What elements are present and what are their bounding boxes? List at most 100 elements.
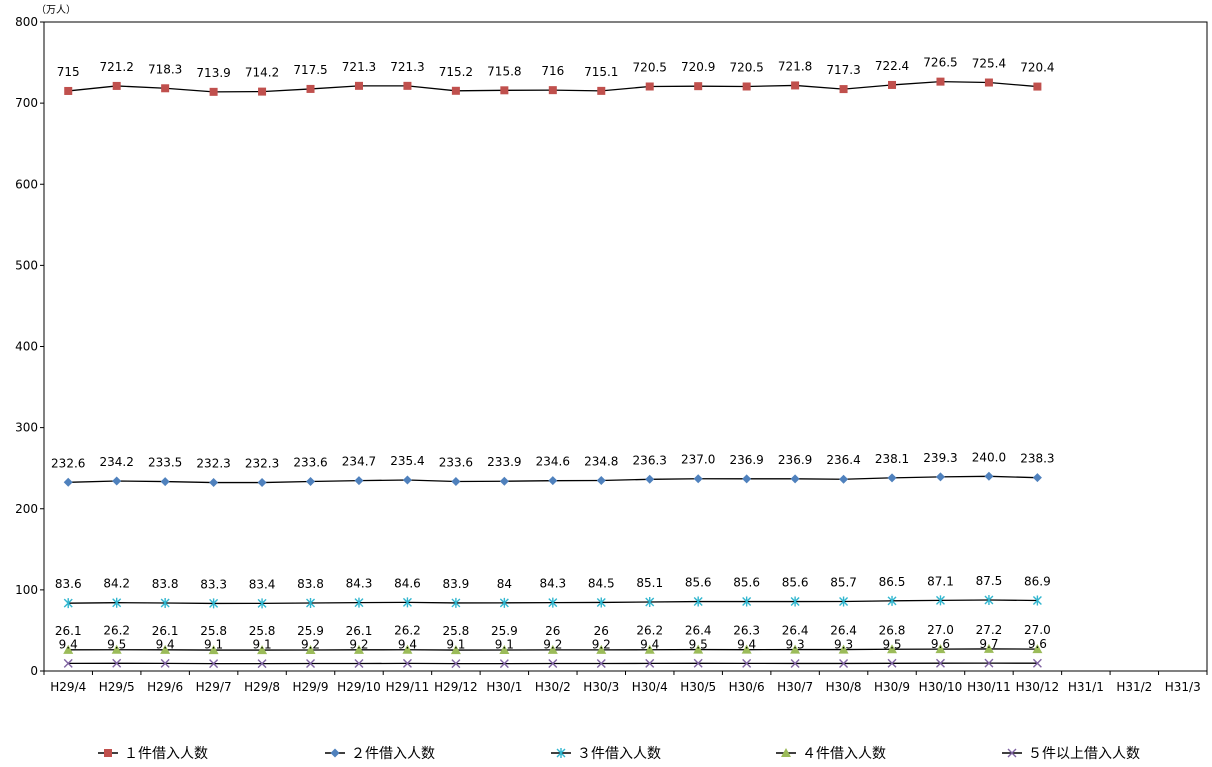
data-point-4: [353, 644, 364, 654]
data-point-5: [63, 658, 73, 668]
data-point-4: [208, 645, 219, 655]
data-label-2: 238.3: [1020, 452, 1054, 466]
data-point-4: [547, 644, 558, 654]
legend-marker-4: [781, 748, 791, 757]
y-tick-label: 100: [15, 583, 38, 597]
data-label-2: 237.0: [681, 453, 715, 467]
data-point-2: [935, 472, 945, 482]
data-point-3: [160, 598, 170, 609]
data-point-5: [402, 658, 412, 668]
y-tick-labels: 0 100 200 300 400 500 600 700 800: [15, 15, 38, 678]
data-point-4: [111, 644, 122, 654]
data-label-3: 84.6: [394, 576, 421, 590]
data-label-5: 9.5: [882, 637, 901, 651]
data-point-1: [645, 82, 654, 91]
data-label-1: 713.9: [196, 66, 230, 80]
data-point-1: [112, 81, 121, 90]
data-point-3: [1032, 595, 1042, 606]
data-label-5: 9.2: [301, 638, 320, 652]
data-point-3: [306, 598, 316, 609]
x-tick-label: H29/12: [434, 680, 478, 694]
x-tick-label: H31/3: [1165, 680, 1201, 694]
data-point-3: [645, 596, 655, 607]
y-tick-label: 700: [15, 96, 38, 110]
data-label-2: 233.6: [293, 455, 327, 469]
data-label-2: 239.3: [923, 451, 957, 465]
data-point-2: [839, 474, 849, 484]
data-label-5: 9.7: [979, 637, 998, 651]
data-label-2: 236.4: [826, 453, 860, 467]
data-label-1: 720.9: [681, 60, 715, 74]
legend-label-1: １件借入人数: [124, 746, 208, 762]
x-tick-labels: H29/4 H29/5 H29/6 H29/7 H29/8 H29/9 H29/10 H29/…: [50, 680, 1201, 694]
data-point-4: [838, 644, 849, 654]
data-label-3: 85.1: [636, 576, 663, 590]
data-label-2: 233.6: [439, 455, 473, 469]
data-label-2: 234.6: [536, 455, 570, 469]
data-point-2: [306, 476, 316, 486]
data-label-3: 84.5: [588, 576, 615, 590]
data-point-5: [839, 658, 849, 668]
data-label-4: 25.8: [249, 624, 276, 638]
x-tick-label: H29/11: [386, 680, 430, 694]
data-point-1: [694, 82, 703, 91]
data-label-5: 9.4: [640, 637, 659, 651]
y-tick-label: 800: [15, 15, 38, 29]
data-label-4: 25.8: [200, 624, 227, 638]
x-tick-label: H30/1: [486, 680, 522, 694]
data-label-1: 725.4: [972, 57, 1006, 71]
data-label-2: 233.5: [148, 456, 182, 470]
data-label-3: 85.6: [782, 576, 809, 590]
data-point-1: [839, 85, 848, 94]
data-label-2: 234.7: [342, 455, 376, 469]
data-label-1: 721.3: [390, 60, 424, 74]
data-point-1: [161, 84, 170, 93]
data-label-2: 236.9: [778, 453, 812, 467]
data-point-1: [597, 86, 606, 95]
data-label-2: 238.1: [875, 452, 909, 466]
data-point-1: [888, 80, 897, 89]
data-point-2: [693, 474, 703, 484]
data-point-3: [499, 597, 509, 608]
data-point-5: [935, 658, 945, 668]
x-tick-label: H30/10: [919, 680, 963, 694]
data-point-1: [936, 77, 945, 86]
data-point-4: [402, 644, 413, 654]
data-point-1: [209, 87, 218, 96]
x-tick-label: H29/10: [337, 680, 381, 694]
data-point-4: [693, 644, 704, 654]
data-point-2: [112, 476, 122, 486]
data-label-4: 26.2: [103, 624, 130, 638]
data-label-1: 721.3: [342, 60, 376, 74]
data-label-5: 9.4: [737, 637, 756, 651]
data-point-4: [644, 644, 655, 654]
data-point-2: [160, 477, 170, 487]
data-point-2: [63, 477, 73, 487]
data-point-5: [306, 659, 316, 669]
x-tick-label: H31/2: [1116, 680, 1152, 694]
data-point-4: [499, 644, 510, 654]
data-label-1: 717.5: [293, 63, 327, 77]
data-label-1: 715.1: [584, 65, 618, 79]
data-label-2: 232.3: [196, 457, 230, 471]
series-markers: [63, 77, 1043, 669]
data-label-5: 9.3: [786, 637, 805, 651]
data-point-1: [306, 84, 315, 93]
data-point-5: [112, 658, 122, 668]
data-label-4: 26.1: [346, 624, 373, 638]
data-point-1: [451, 86, 460, 95]
data-label-5: 9.5: [107, 637, 126, 651]
data-point-2: [354, 476, 364, 486]
data-point-1: [1033, 82, 1042, 91]
data-label-4: 27.2: [976, 623, 1003, 637]
data-label-2: 236.9: [729, 453, 763, 467]
data-label-1: 715: [57, 65, 80, 79]
legend-label-2: ２件借入人数: [351, 746, 435, 762]
data-label-5: 9.6: [1028, 637, 1047, 651]
data-label-4: 25.9: [491, 624, 518, 638]
data-label-1: 714.2: [245, 66, 279, 80]
data-point-3: [257, 598, 267, 609]
data-point-2: [887, 473, 897, 483]
data-label-4: 26.4: [830, 624, 857, 638]
data-label-2: 233.9: [487, 455, 521, 469]
